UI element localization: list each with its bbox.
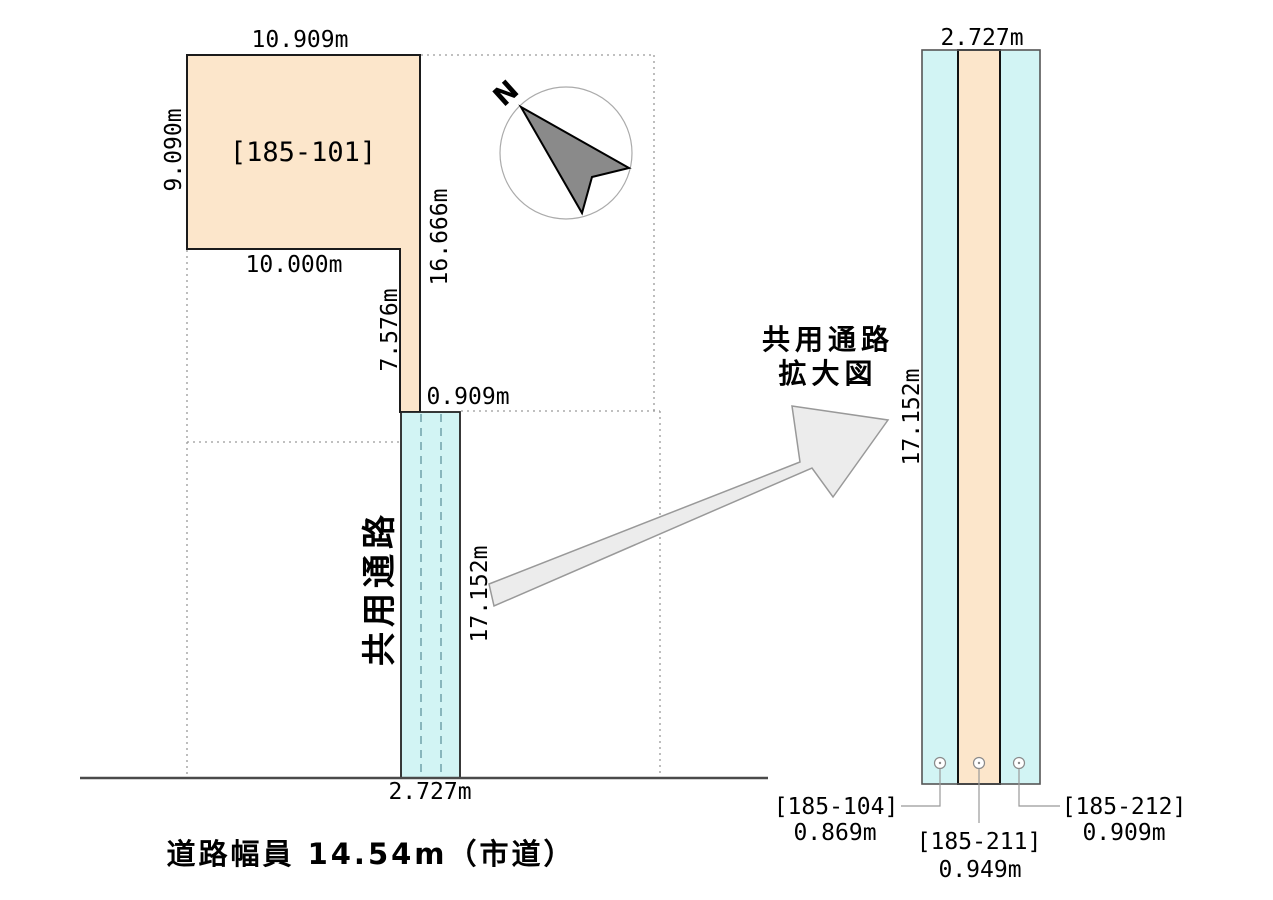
enlarged-dim-top-width: 2.727m xyxy=(940,25,1023,51)
dim-parcel-top-width: 10.909m xyxy=(252,27,349,53)
parcel-label: [185-101] xyxy=(230,137,376,168)
north-arrow-icon xyxy=(518,104,632,216)
strip-width-185-211: 0.949m xyxy=(938,857,1021,883)
enlarged-title-line2: 拡大図 xyxy=(778,357,877,390)
enlarged-strip-185-104 xyxy=(922,50,958,784)
passage-label: 共用通路 xyxy=(360,510,400,666)
enlarged-strip-185-212 xyxy=(1000,50,1040,784)
parcel-185-101-shape xyxy=(186,54,421,413)
compass-circle xyxy=(499,86,633,220)
dim-flagpole-width: 0.909m xyxy=(426,384,509,410)
enlarged-strip-outline xyxy=(921,49,1041,785)
survey-marker-dot-center xyxy=(977,761,981,765)
leader-line-185-212 xyxy=(1018,769,1060,807)
dim-parcel-inner-bottom: 10.000m xyxy=(246,252,343,278)
enlarged-dim-left-length: 17.152m xyxy=(899,369,925,466)
shared-passage-strip xyxy=(400,411,461,779)
enlarged-title-line1: 共用通路 xyxy=(762,323,894,356)
dim-flagpole-length: 7.576m xyxy=(377,288,403,371)
dim-parcel-right-total: 16.666m xyxy=(427,189,453,286)
strip-width-185-104: 0.869m xyxy=(793,820,876,846)
enlarged-strip-185-211 xyxy=(957,49,1001,785)
compass: N xyxy=(488,75,633,220)
dim-passage-width: 2.727m xyxy=(388,779,471,805)
strip-width-185-212: 0.909m xyxy=(1082,820,1165,846)
leader-line-185-104 xyxy=(901,769,941,807)
strip-label-185-211: [185-211] xyxy=(917,829,1042,855)
dim-parcel-left-height: 9.090m xyxy=(161,108,187,191)
dim-passage-length: 17.152m xyxy=(467,546,493,643)
enlarged-passage-view xyxy=(901,49,1060,823)
strip-label-185-212: [185-212] xyxy=(1062,794,1187,820)
road-caption: 道路幅員 14.54m（市道） xyxy=(166,837,575,871)
strip-label-185-104: [185-104] xyxy=(774,794,899,820)
survey-marker-dot-right xyxy=(1017,761,1021,765)
enlargement-arrow-icon xyxy=(488,405,890,608)
survey-marker-dot-left xyxy=(938,761,942,765)
